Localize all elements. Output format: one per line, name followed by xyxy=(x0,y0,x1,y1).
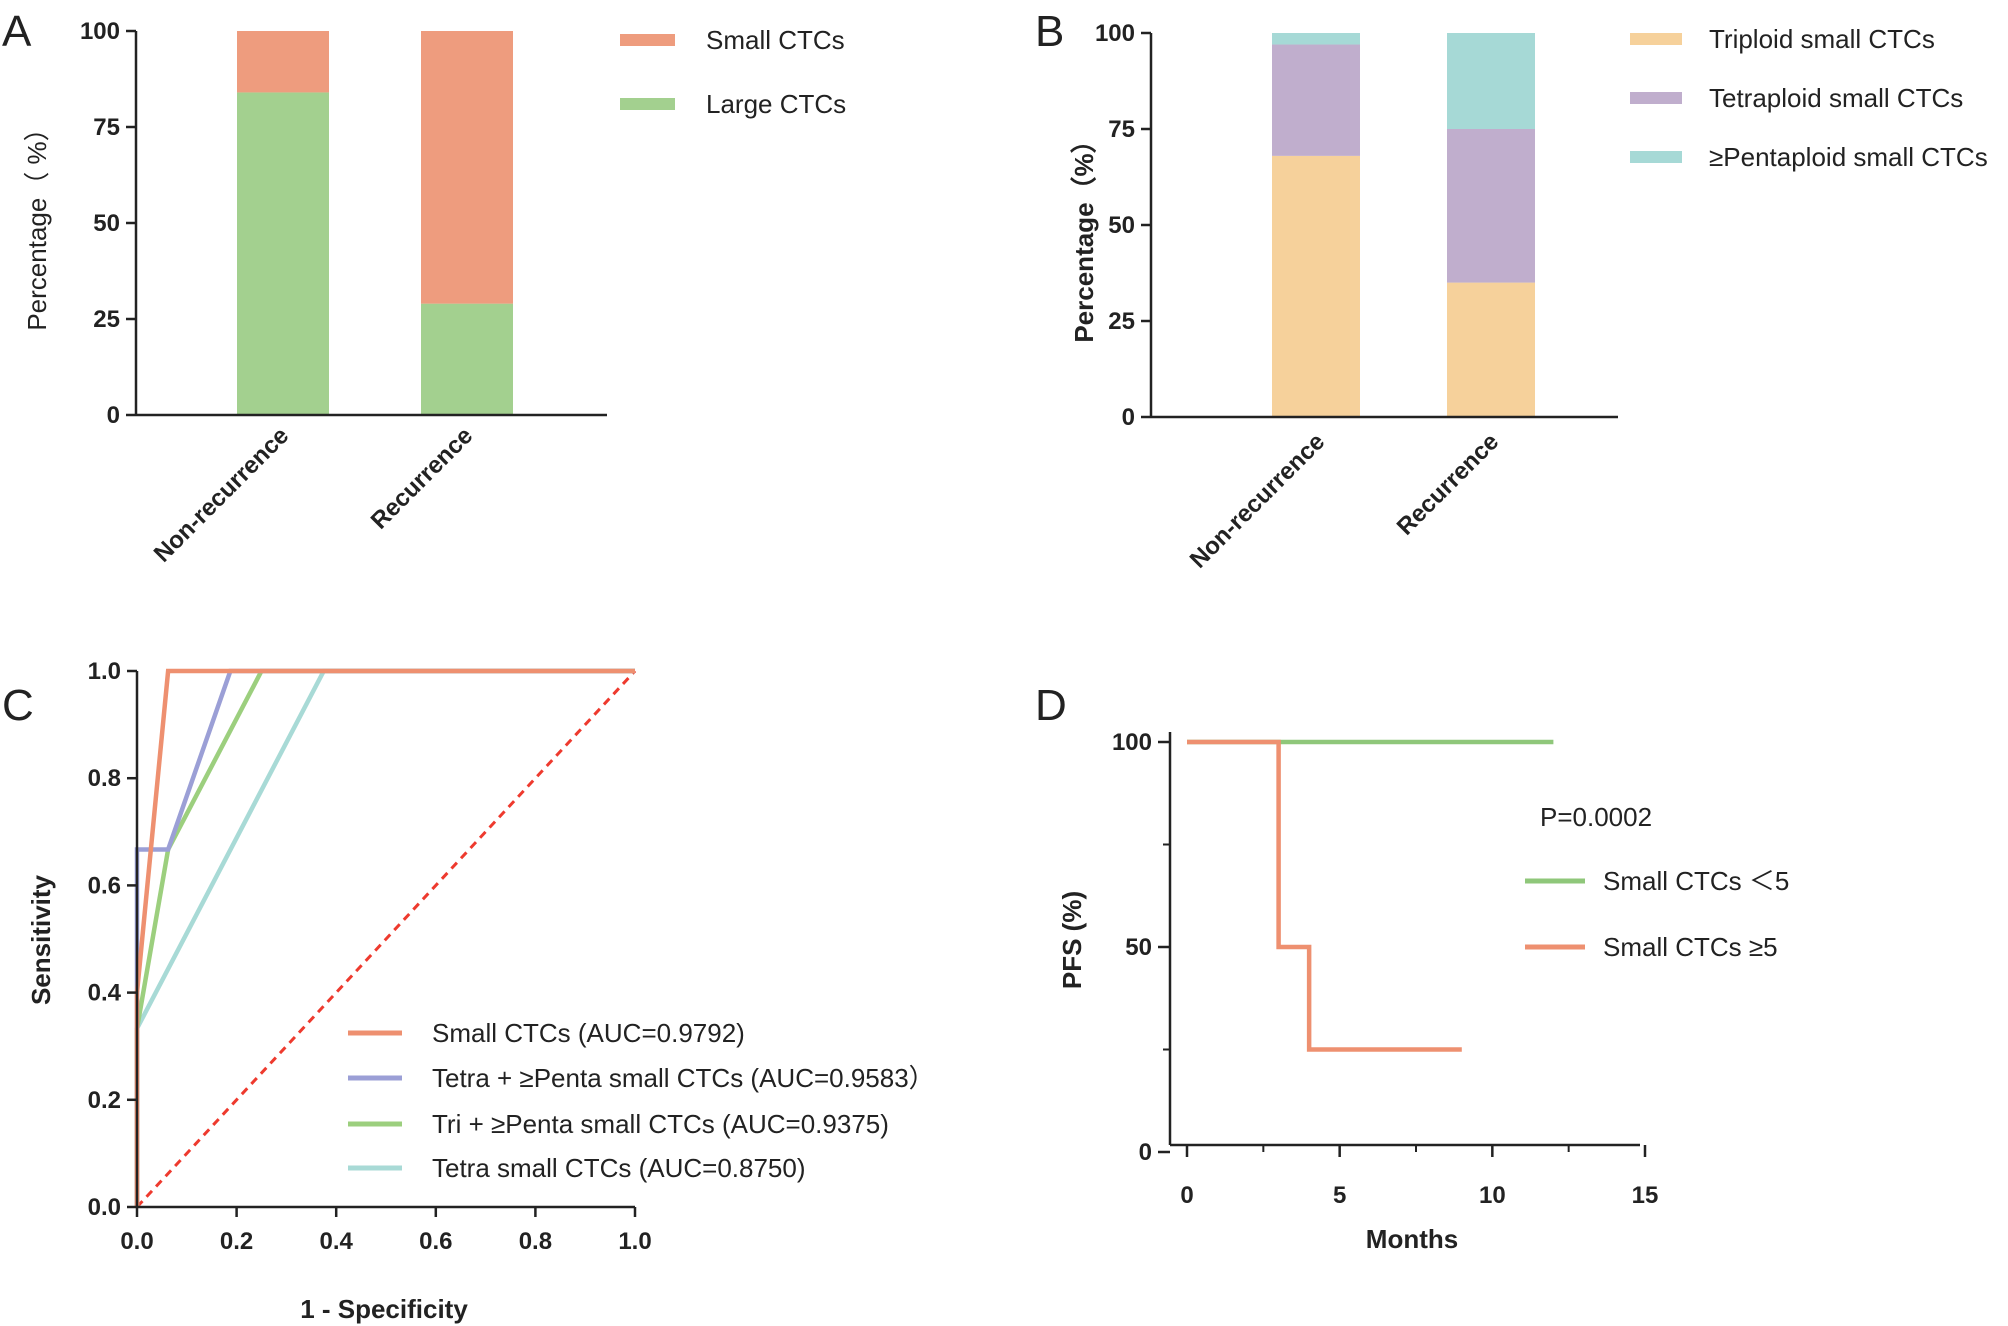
panel-a: A 0 25 50 75 100 Percentage（ %） Non-recurren… xyxy=(2,7,846,568)
bar-tetraploid-small-ctcs-non-recurrence xyxy=(1272,44,1360,156)
x-tick-label-0-4: 0.4 xyxy=(320,1228,354,1255)
panel-d-x-label: Months xyxy=(1366,1224,1458,1254)
y-tick-label-25: 25 xyxy=(93,306,120,333)
panel-b-legend-triploid: Triploid small CTCs xyxy=(1709,24,1935,54)
bar-large-ctcs-recurrence xyxy=(421,303,513,415)
panel-c-ticks: 0.0 0.2 0.4 0.6 0.8 1.0 0.0 0.2 0.4 0.6 0.8 1.0 xyxy=(88,658,652,1255)
panel-d-letter: D xyxy=(1035,681,1067,730)
panel-a-legend-swatch-small xyxy=(620,34,675,46)
x-tick-label-0-2: 0.2 xyxy=(220,1228,253,1255)
panel-d: D 0 5 10 15 0 50 100 PFS (%) Months P=0.0002 S… xyxy=(1035,681,1789,1254)
panel-c-legend-tetra: Tetra small CTCs (AUC=0.8750) xyxy=(432,1153,806,1183)
x-tick-label-0-6: 0.6 xyxy=(419,1228,452,1255)
y-tick-label-75: 75 xyxy=(93,114,120,141)
panel-a-y-ticks: 0 25 50 75 100 xyxy=(80,18,136,429)
x-tick-label-5: 5 xyxy=(1333,1182,1346,1209)
panel-d-lines xyxy=(1187,739,1554,1052)
panel-a-x-tick-recurrence: Recurrence xyxy=(366,422,478,534)
y-tick-label-0: 0 xyxy=(1139,1139,1152,1166)
x-tick-label-0-0: 0.0 xyxy=(120,1228,153,1255)
panel-b-y-label: Percentage（%） xyxy=(1069,127,1099,342)
y-tick-label-0-0: 0.0 xyxy=(88,1194,121,1221)
y-tick-label-50: 50 xyxy=(93,210,120,237)
panel-a-legend-small: Small CTCs xyxy=(706,25,845,55)
x-tick-label-0: 0 xyxy=(1180,1182,1193,1209)
y-tick-label-100: 100 xyxy=(80,18,120,45)
panel-c-legend-tetra-penta: Tetra + ≥Penta small CTCs (AUC=0.9583） xyxy=(432,1063,935,1093)
panel-c-x-label: 1 - Specificity xyxy=(300,1294,468,1324)
y-tick-label-100: 100 xyxy=(1095,20,1135,47)
panel-b-y-ticks: 0 25 50 75 100 xyxy=(1095,20,1151,431)
x-tick-label-15: 15 xyxy=(1632,1182,1659,1209)
panel-b-legend-pentaploid: ≥Pentaploid small CTCs xyxy=(1709,142,1988,172)
panel-b-x-tick-recurrence: Recurrence xyxy=(1392,428,1504,540)
x-tick-label-1-0: 1.0 xyxy=(618,1228,651,1255)
panel-d-legend-ge5: Small CTCs ≥5 xyxy=(1603,932,1778,962)
roc-reference-line xyxy=(135,669,637,1209)
y-tick-label-0-2: 0.2 xyxy=(88,1087,121,1114)
panel-d-legend-lt5: Small CTCs ＜5 xyxy=(1603,866,1789,896)
panel-c-legend-small: Small CTCs (AUC=0.9792) xyxy=(432,1018,745,1048)
y-tick-label-0-4: 0.4 xyxy=(88,980,122,1007)
panel-b-legend-swatch-tetraploid xyxy=(1630,92,1682,104)
bar-small-ctcs-non-recurrence xyxy=(237,31,329,93)
y-tick-label-0-8: 0.8 xyxy=(88,765,121,792)
bar-triploid-small-ctcs-non-recurrence xyxy=(1272,155,1360,417)
y-tick-label-0: 0 xyxy=(107,402,120,429)
panel-c-letter: C xyxy=(2,681,34,730)
y-tick-label-75: 75 xyxy=(1108,116,1135,143)
y-tick-label-50: 50 xyxy=(1125,934,1152,961)
panel-b-bars xyxy=(1272,33,1535,417)
panel-a-y-label: Percentage（ %） xyxy=(22,115,52,330)
x-tick-label-10: 10 xyxy=(1479,1182,1506,1209)
x-tick-label-0-8: 0.8 xyxy=(519,1228,552,1255)
panel-a-legend-swatch-large xyxy=(620,98,675,110)
panel-b-legend-tetraploid: Tetraploid small CTCs xyxy=(1709,83,1963,113)
y-tick-label-0: 0 xyxy=(1122,404,1135,431)
y-tick-label-25: 25 xyxy=(1108,308,1135,335)
y-tick-label-1-0: 1.0 xyxy=(88,658,121,685)
km-curve-small-ctcs-5 xyxy=(1187,739,1462,1052)
y-tick-label-0-6: 0.6 xyxy=(88,872,121,899)
panel-a-letter: A xyxy=(2,7,32,56)
panel-c: C 0.0 0.2 0.4 0.6 0.8 1.0 0.0 0.2 0.4 0.6 0.8 1.0 S… xyxy=(2,658,935,1324)
panel-c-y-label: Sensitivity xyxy=(26,874,56,1005)
y-tick-label-50: 50 xyxy=(1108,212,1135,239)
bar-pentaploid-small-ctcs-recurrence xyxy=(1447,33,1535,129)
panel-b-letter: B xyxy=(1035,7,1064,56)
bar-small-ctcs-recurrence xyxy=(421,31,513,304)
bar-triploid-small-ctcs-recurrence xyxy=(1447,282,1535,417)
bar-tetraploid-small-ctcs-recurrence xyxy=(1447,129,1535,283)
panel-b-legend-swatch-pentaploid xyxy=(1630,151,1682,163)
bar-pentaploid-small-ctcs-non-recurrence xyxy=(1272,33,1360,45)
y-tick-label-100: 100 xyxy=(1112,729,1152,756)
panel-d-p-value: P=0.0002 xyxy=(1540,802,1652,832)
bar-large-ctcs-non-recurrence xyxy=(237,92,329,415)
panel-a-bars xyxy=(237,31,513,415)
panel-d-y-label: PFS (%) xyxy=(1057,891,1087,989)
panel-c-legend-tri-penta: Tri + ≥Penta small CTCs (AUC=0.9375) xyxy=(432,1109,889,1139)
panel-b: B 0 25 50 75 100 Percentage（%） Non-recurrenc… xyxy=(1035,7,1988,574)
panel-b-legend-swatch-triploid xyxy=(1630,33,1682,45)
panel-a-legend-large: Large CTCs xyxy=(706,89,846,119)
panel-d-ticks: 0 5 10 15 0 50 100 xyxy=(1112,729,1658,1209)
panel-b-x-tick-non-recurrence: Non-recurrence xyxy=(1185,428,1330,573)
panel-a-x-tick-non-recurrence: Non-recurrence xyxy=(149,422,294,567)
